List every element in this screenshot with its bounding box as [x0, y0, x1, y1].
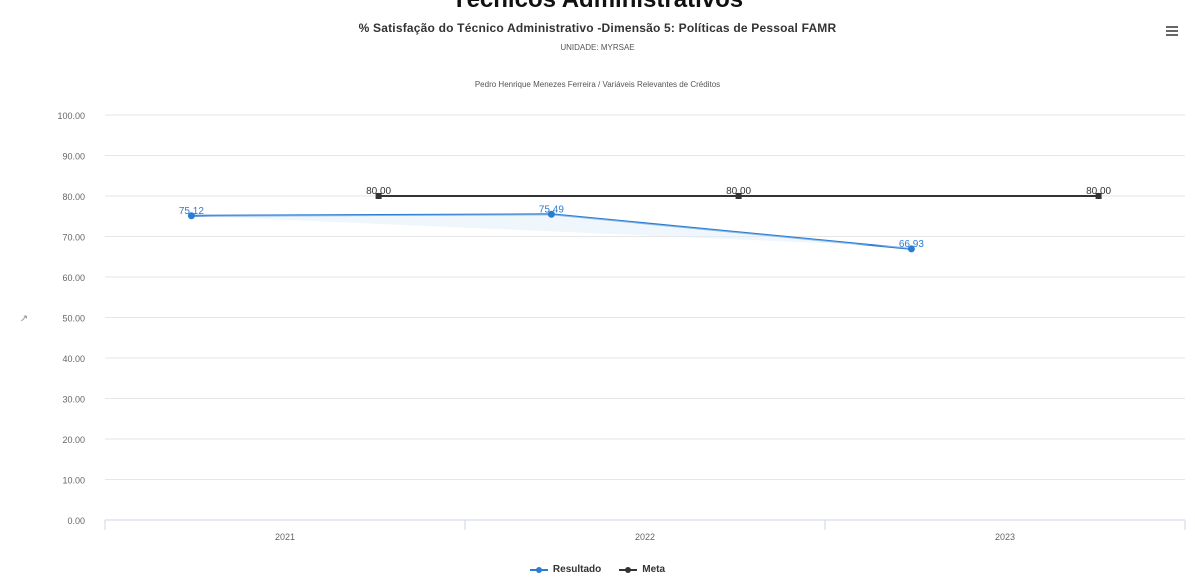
legend-swatch-resultado: [529, 566, 548, 573]
y-tick-label: 100.00: [57, 111, 85, 121]
data-point-resultado[interactable]: [187, 212, 195, 220]
y-axis-title-glyph: ↗: [20, 314, 28, 325]
y-tick-label: 80.00: [62, 192, 85, 202]
legend: Resultado Meta: [0, 564, 1195, 575]
y-tick-label: 30.00: [62, 395, 85, 405]
y-tick-label: 20.00: [62, 435, 85, 445]
chart-plot: 0.00 10.00 20.00 30.00 40.00 50.00 60.00 70.00 8…: [20, 111, 1186, 542]
y-tick-label: 70.00: [62, 233, 85, 243]
chart-subtitle: UNIDADE: MYRSAE: [560, 43, 635, 52]
x-tick-label: 2022: [635, 532, 655, 542]
hamburger-menu-icon: [1166, 26, 1178, 36]
data-point-resultado[interactable]: [547, 210, 555, 218]
data-point-resultado[interactable]: [907, 245, 915, 253]
chart-caption: Pedro Henrique Menezes Ferreira / Variáv…: [474, 80, 721, 89]
legend-item-resultado[interactable]: Resultado: [529, 564, 602, 575]
y-tick-label: 10.00: [62, 476, 85, 486]
y-tick-label: 90.00: [62, 152, 85, 162]
data-label-meta: 80,00: [1086, 186, 1111, 197]
y-tick-label: 50.00: [62, 314, 85, 324]
data-label-meta: 80,00: [726, 186, 751, 197]
data-point-meta[interactable]: [1095, 193, 1102, 199]
data-point-meta[interactable]: [375, 193, 382, 199]
data-label-meta: 80,00: [366, 186, 391, 197]
legend-label: Meta: [642, 564, 666, 575]
x-tick-label: 2021: [275, 532, 295, 542]
chart-title: % Satisfação do Técnico Administrativo -…: [358, 21, 837, 35]
legend-label: Resultado: [552, 564, 602, 575]
legend-item-meta[interactable]: Meta: [619, 564, 665, 575]
series-area-resultado: [191, 214, 912, 249]
data-label-resultado: 75,12: [179, 206, 204, 217]
export-menu-button[interactable]: [1162, 21, 1182, 41]
y-tick-label: 60.00: [62, 273, 85, 283]
page-heading: Técnicos Administrativos: [0, 0, 1195, 14]
data-label-resultado: 66,93: [899, 239, 924, 250]
legend-swatch-meta: [619, 566, 638, 573]
y-tick-label: 0.00: [67, 516, 85, 526]
x-tick-label: 2023: [995, 532, 1015, 542]
data-label-resultado: 75,49: [539, 204, 564, 215]
data-point-meta[interactable]: [735, 193, 742, 199]
y-tick-label: 40.00: [62, 354, 85, 364]
